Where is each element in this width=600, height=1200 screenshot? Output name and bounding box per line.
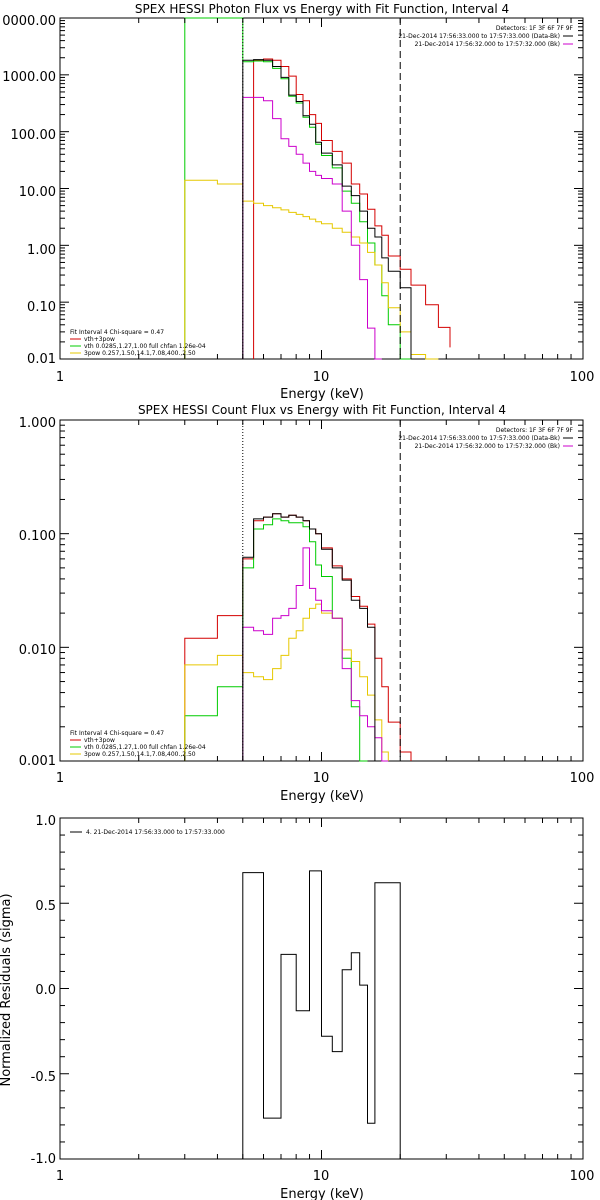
x-axis <box>59 818 584 1159</box>
x-tick-labels: 1 10 100 <box>56 370 595 385</box>
data-interval-text: 21-Dec-2014 17:56:33.000 to 17:57:33.000… <box>398 33 560 40</box>
x-tick-label: 100 <box>570 1169 595 1184</box>
y-tick-label: 0.100 <box>19 529 56 544</box>
y-tick-label: 100.00 <box>11 128 57 143</box>
header-block: Detectors: 1F 3F 6F 7F 9F 21-Dec-2014 17… <box>398 427 573 450</box>
marker-layer <box>242 18 401 359</box>
detectors-text: Detectors: 1F 3F 6F 7F 9F <box>496 427 574 434</box>
x-tick-labels: 1 10 100 <box>56 1169 595 1184</box>
x-tick-label: 1 <box>56 1169 64 1184</box>
x-axis-title: Energy (keV) <box>280 789 364 804</box>
series-step-line <box>253 58 451 359</box>
series-step-line <box>242 96 382 360</box>
x-tick-label: 10 <box>313 1169 330 1184</box>
y-tick-label: 0.0 <box>35 983 56 998</box>
y-tick-label: -1.0 <box>31 1152 56 1167</box>
x-axis-title: Energy (keV) <box>280 1187 364 1200</box>
chart-title: SPEX HESSI Photon Flux vs Energy with Fi… <box>135 2 509 16</box>
chart-title: SPEX HESSI Count Flux vs Energy with Fit… <box>138 403 506 417</box>
y-axis-title: Normalized Residuals (sigma) <box>0 893 14 1086</box>
legend-entry: 3pow 0.257,1.50,14.1,7.08,400.,2.50 <box>84 751 196 758</box>
series-step-line <box>242 870 401 1159</box>
series-step-line <box>242 547 389 762</box>
legend-entry: vth+3pow <box>84 336 115 343</box>
y-axis <box>60 424 583 762</box>
bk-interval-text: 21-Dec-2014 17:56:32.000 to 17:57:32.000… <box>415 443 560 450</box>
y-axis <box>60 20 583 360</box>
x-tick-label: 10 <box>313 771 330 786</box>
legend-fit-text: Fit Interval 4 Chi-square = 0.47 <box>70 329 164 336</box>
x-tick-label: 100 <box>570 771 595 786</box>
y-axis <box>60 817 583 1160</box>
series-step-line <box>242 59 412 359</box>
x-tick-label: 1 <box>56 771 64 786</box>
x-tick-label: 1 <box>56 370 64 385</box>
plot-frame <box>59 419 584 762</box>
detectors-text: Detectors: 1F 3F 6F 7F 9F <box>496 25 574 32</box>
series-step-line <box>184 179 439 360</box>
y-tick-label: 1.0 <box>35 814 56 829</box>
legend-fit-text: Fit Interval 4 Chi-square = 0.47 <box>70 730 164 737</box>
legend: Fit Interval 4 Chi-square = 0.47 vth+3po… <box>70 730 206 758</box>
y-tick-labels: 0000.00 1000.00 100.00 10.00 1.00 0.10 0… <box>2 14 56 367</box>
x-tick-labels: 1 10 100 <box>56 771 595 786</box>
series-step-line <box>184 518 368 762</box>
count-flux-panel: SPEX HESSI Count Flux vs Energy with Fit… <box>19 403 595 804</box>
series-layer <box>184 17 451 360</box>
marker-layer <box>242 420 401 761</box>
y-tick-label: 0.5 <box>35 899 56 914</box>
residuals-panel: 1 10 100 1.0 0.5 0.0 -0.5 -1.0 Energy (k… <box>0 814 594 1200</box>
y-tick-label: 0.001 <box>19 754 56 769</box>
legend: Fit Interval 4 Chi-square = 0.47 vth+3po… <box>70 329 206 357</box>
y-tick-labels: 1.000 0.100 0.010 0.001 <box>19 416 56 769</box>
y-tick-label: 0.010 <box>19 643 56 658</box>
y-tick-label: 10.00 <box>19 185 56 200</box>
series-step-line <box>184 17 411 360</box>
series-layer <box>184 513 412 762</box>
photon-flux-panel: SPEX HESSI Photon Flux vs Energy with Fi… <box>2 2 594 402</box>
y-tick-label: 1000.00 <box>2 70 56 85</box>
legend-entry: 3pow 0.257,1.50,14.1,7.08,400.,2.50 <box>84 350 196 357</box>
x-tick-label: 100 <box>570 370 595 385</box>
x-tick-label: 10 <box>313 370 330 385</box>
x-axis-title: Energy (keV) <box>280 387 364 402</box>
x-axis <box>59 420 584 761</box>
header-block: Detectors: 1F 3F 6F 7F 9F 21-Dec-2014 17… <box>398 25 573 48</box>
y-tick-labels: 1.0 0.5 0.0 -0.5 -1.0 <box>31 814 56 1167</box>
legend-entry: vth 0.0285,1.27,1.00 full chfan 1.26e-04 <box>84 744 206 751</box>
legend-entry: vth+3pow <box>84 737 115 744</box>
y-tick-label: 0000.00 <box>2 14 56 29</box>
data-interval-text: 21-Dec-2014 17:56:33.000 to 17:57:33.000… <box>398 435 560 442</box>
series-step-line <box>242 513 376 761</box>
y-tick-label: 1.00 <box>27 243 56 258</box>
legend-entry: vth 0.0285,1.27,1.00 full chfan 1.26e-04 <box>84 343 206 350</box>
y-tick-label: -0.5 <box>31 1070 56 1085</box>
series-step-line <box>184 603 389 761</box>
series-step-line <box>184 513 412 761</box>
y-tick-label: 0.01 <box>27 352 56 367</box>
series-layer <box>242 870 401 1159</box>
plot-frame <box>59 17 584 360</box>
legend-entry: 4. 21-Dec-2014 17:56:33.000 to 17:57:33.… <box>86 829 225 836</box>
y-tick-label: 0.10 <box>27 300 56 315</box>
x-axis <box>59 18 584 359</box>
y-tick-label: 1.000 <box>19 416 56 431</box>
legend: 4. 21-Dec-2014 17:56:33.000 to 17:57:33.… <box>70 829 225 836</box>
bk-interval-text: 21-Dec-2014 17:56:32.000 to 17:57:32.000… <box>415 41 560 48</box>
